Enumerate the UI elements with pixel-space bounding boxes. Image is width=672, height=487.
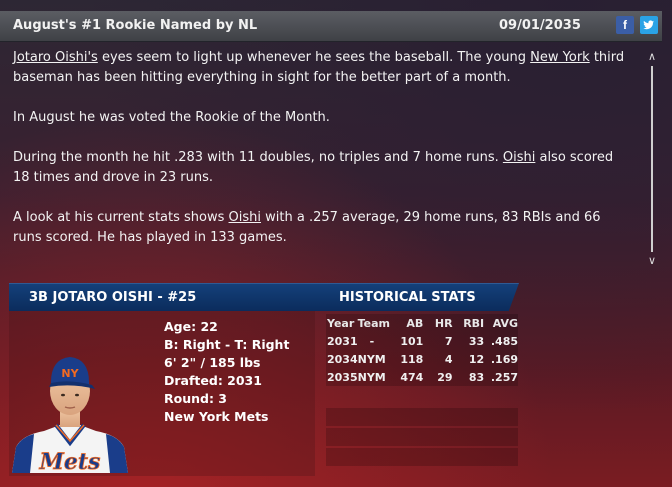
cap-logo-text: NY xyxy=(61,367,79,380)
stats-row-bg xyxy=(326,408,518,426)
news-story: Jotaro Oishi's eyes seem to light up whe… xyxy=(13,48,633,268)
cell-ab: 118 xyxy=(400,352,424,366)
cell-rbi: 83 xyxy=(468,370,485,384)
stats-row-bg xyxy=(326,314,518,332)
player-bats-throws: B: Right - T: Right xyxy=(164,337,290,352)
stats-row-bg xyxy=(326,350,518,368)
cell-year: 2035 xyxy=(327,370,358,384)
headline: August's #1 Rookie Named by NL xyxy=(13,18,258,33)
news-date: 09/01/2035 xyxy=(499,18,581,33)
player-photo: Mets NY xyxy=(12,357,128,473)
cell-team: NYM xyxy=(357,352,386,366)
cell-avg: .257 xyxy=(490,370,518,384)
team-link[interactable]: New York xyxy=(530,50,590,65)
cell-rbi: 33 xyxy=(468,334,485,348)
player-info: Age: 22 B: Right - T: Right 6' 2" / 185 … xyxy=(164,318,289,426)
story-text: with a .257 average, 29 home runs, 83 RB… xyxy=(13,210,601,245)
player-link[interactable]: Oishi xyxy=(502,150,536,165)
historical-stats-panel: Year Team AB HR RBI AVG 2031 - 101 7 33 … xyxy=(326,314,518,474)
story-scrollbar[interactable]: ∧ ∨ xyxy=(645,50,659,268)
cell-rbi: 12 xyxy=(468,352,485,366)
cell-ab: 474 xyxy=(400,370,424,384)
cell-hr: 7 xyxy=(444,334,453,348)
scroll-down-icon[interactable]: ∨ xyxy=(647,254,657,267)
player-link[interactable]: Oishi xyxy=(228,210,261,225)
twitter-icon[interactable] xyxy=(640,16,658,34)
player-heading: 3B JOTARO OISHI - #25 xyxy=(29,290,197,305)
story-text: eyes seem to light up whenever he sees t… xyxy=(97,50,531,65)
story-paragraph: Jotaro Oishi's eyes seem to light up whe… xyxy=(13,48,633,88)
jersey-logo-text: Mets xyxy=(39,449,101,473)
stats-row-bg xyxy=(326,368,518,386)
historical-stats-heading: HISTORICAL STATS xyxy=(339,290,476,305)
col-year[interactable]: Year xyxy=(327,316,355,330)
table-row: 2035 NYM 474 29 83 .257 xyxy=(326,368,518,386)
player-stats-bar: 3B JOTARO OISHI - #25 HISTORICAL STATS xyxy=(9,283,519,311)
player-round: Round: 3 xyxy=(164,391,228,406)
scroll-track[interactable] xyxy=(651,66,653,252)
stats-header-row: Year Team AB HR RBI AVG xyxy=(326,314,518,332)
cell-team: NYM xyxy=(357,370,386,384)
story-paragraph: In August he was voted the Rookie of the… xyxy=(13,110,330,125)
cell-year: 2034 xyxy=(327,352,358,366)
player-link[interactable]: Jotaro Oishi's xyxy=(13,50,98,65)
story-text: A look at his current stats shows xyxy=(13,210,229,225)
story-paragraph: During the month he hit .283 with 11 dou… xyxy=(13,148,633,188)
twitter-bird-icon xyxy=(643,20,654,30)
col-hr[interactable]: HR xyxy=(434,316,453,330)
story-text: also scored 18 times and drove in 23 run… xyxy=(13,150,614,185)
cell-team: - xyxy=(369,334,375,348)
cell-hr: 4 xyxy=(444,352,453,366)
facebook-icon[interactable]: f xyxy=(616,16,634,34)
cell-ab: 101 xyxy=(400,334,424,348)
news-header-bar: August's #1 Rookie Named by NL 09/01/203… xyxy=(0,11,662,42)
story-text: third baseman has been hitting everythin… xyxy=(13,50,625,85)
historical-stats-table: Year Team AB HR RBI AVG 2031 - 101 7 33 … xyxy=(326,314,518,386)
cell-avg: .485 xyxy=(490,334,518,348)
table-row: 2031 - 101 7 33 .485 xyxy=(326,332,518,350)
cell-hr: 29 xyxy=(437,370,453,384)
cell-year: 2031 xyxy=(327,334,358,348)
scroll-up-icon[interactable]: ∧ xyxy=(647,50,657,63)
col-team[interactable]: Team xyxy=(357,316,391,330)
player-drafted: Drafted: 2031 xyxy=(164,373,262,388)
stats-row-bg xyxy=(326,448,518,466)
cell-avg: .169 xyxy=(490,352,518,366)
stats-row-bg xyxy=(326,428,518,446)
story-paragraph: A look at his current stats shows Oishi … xyxy=(13,208,633,248)
col-rbi[interactable]: RBI xyxy=(463,316,485,330)
stats-row-bg xyxy=(326,332,518,350)
col-avg[interactable]: AVG xyxy=(492,316,518,330)
player-team: New York Mets xyxy=(164,409,269,424)
col-ab[interactable]: AB xyxy=(406,316,424,330)
story-text: During the month he hit .283 with 11 dou… xyxy=(13,150,503,165)
table-row: 2034 NYM 118 4 12 .169 xyxy=(326,350,518,368)
player-height-weight: 6' 2" / 185 lbs xyxy=(164,355,261,370)
player-age: Age: 22 xyxy=(164,319,218,334)
